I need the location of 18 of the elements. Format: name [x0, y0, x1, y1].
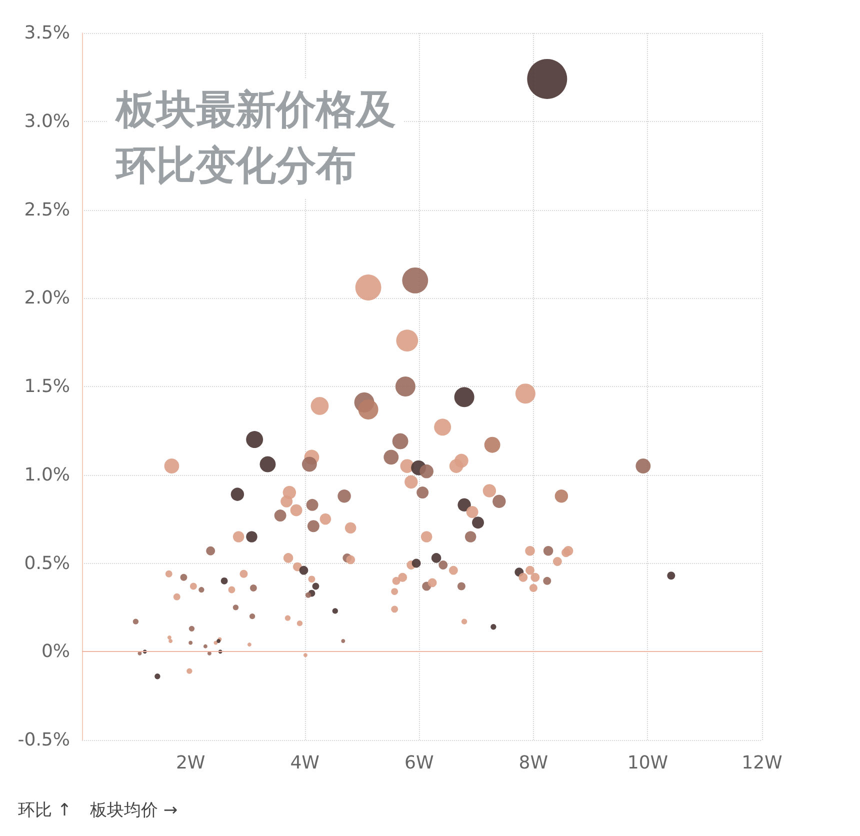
y-tick-label: -0.5%	[18, 730, 70, 750]
y-tick-label: 0.5%	[24, 552, 70, 574]
y-tick-label: 0%	[41, 641, 70, 662]
y-tick-label: 2.0%	[24, 288, 70, 309]
y-tick-label: 2.5%	[24, 199, 70, 220]
x-tick-label: 10W	[627, 752, 668, 774]
x-tick-label: 8W	[518, 752, 548, 774]
x-axis-title: 板块均价 →	[89, 800, 178, 820]
x-tick-label: 2W	[176, 752, 206, 774]
y-tick-label: 1.0%	[24, 464, 70, 486]
y-tick-label: 3.5%	[24, 22, 70, 44]
x-tick-label: 12W	[742, 752, 783, 774]
y-tick-label: 1.5%	[24, 376, 70, 397]
y-tick-label: 3.0%	[24, 110, 70, 132]
x-tick-label: 6W	[404, 752, 434, 774]
y-axis-title: 环比 ↑	[18, 800, 72, 820]
x-tick-label: 4W	[290, 752, 320, 774]
text: 板块最新价格及环比变化分布	[114, 87, 396, 189]
